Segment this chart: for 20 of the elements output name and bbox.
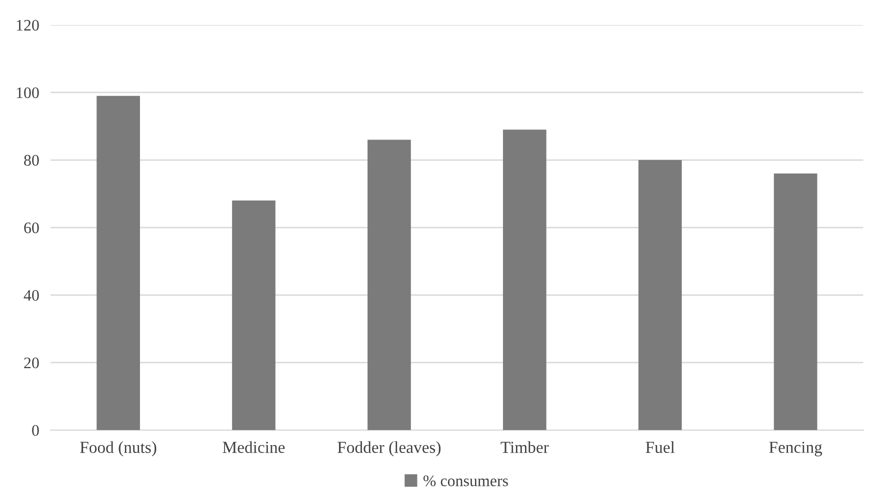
x-tick-label: Fuel: [646, 441, 675, 453]
bar: [638, 160, 682, 430]
legend-label: % consumers: [423, 475, 508, 486]
x-tick-label: Fodder (leaves): [338, 441, 441, 456]
bar: [502, 130, 546, 430]
y-tick-label: 100: [16, 87, 39, 98]
y-tick-label: 0: [32, 425, 39, 436]
x-tick-label: Timber: [500, 441, 549, 453]
x-tick-label: Food (nuts): [80, 441, 156, 456]
bar: [368, 140, 411, 430]
y-tick-label: 40: [24, 290, 39, 301]
bar: [96, 96, 140, 430]
y-tick-label: 80: [24, 154, 39, 166]
x-tick-label: Medicine: [222, 441, 285, 453]
y-tick-label: 20: [24, 358, 39, 368]
y-tick-label: 60: [24, 222, 39, 234]
y-tick-label: 120: [16, 20, 39, 31]
x-tick-label: Fencing: [769, 442, 822, 456]
bar: [232, 200, 276, 430]
bar: [774, 174, 818, 430]
